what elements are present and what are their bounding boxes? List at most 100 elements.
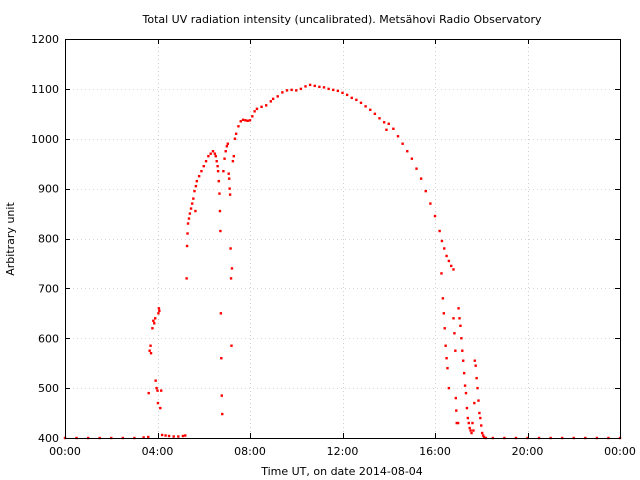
data-point xyxy=(227,177,231,180)
data-point xyxy=(458,317,461,320)
data-point xyxy=(295,89,298,92)
data-point xyxy=(225,145,229,148)
data-point xyxy=(151,327,154,330)
data-point xyxy=(456,421,460,425)
data-point xyxy=(186,232,189,235)
data-point xyxy=(473,401,476,405)
data-point xyxy=(446,366,449,370)
data-point xyxy=(195,179,199,183)
data-point xyxy=(218,192,221,195)
data-point xyxy=(355,98,358,102)
x-tick-label: 00:00 xyxy=(604,445,636,458)
data-point xyxy=(230,267,234,270)
data-point xyxy=(364,105,367,108)
data-point xyxy=(345,93,349,97)
data-point xyxy=(447,386,451,390)
data-point xyxy=(387,122,390,125)
data-point xyxy=(475,376,478,380)
data-point xyxy=(217,179,220,183)
y-tick-label: 500 xyxy=(38,382,59,395)
data-point xyxy=(419,177,423,180)
data-point xyxy=(473,359,476,362)
data-point xyxy=(474,364,477,367)
data-point xyxy=(438,229,441,233)
y-tick-label: 400 xyxy=(38,432,59,445)
x-tick-label: 04:00 xyxy=(142,445,174,458)
data-point xyxy=(260,105,263,109)
data-point xyxy=(181,434,185,438)
data-point xyxy=(477,399,480,402)
data-point xyxy=(424,189,427,193)
data-point xyxy=(369,108,372,112)
data-point xyxy=(454,349,457,352)
data-point xyxy=(213,152,217,155)
data-point xyxy=(167,434,171,438)
data-point xyxy=(148,349,151,352)
data-point xyxy=(172,435,175,438)
data-point xyxy=(227,172,230,175)
data-point xyxy=(153,322,156,325)
data-point xyxy=(237,125,240,128)
data-point xyxy=(189,207,193,210)
data-point xyxy=(449,264,453,268)
x-axis-label: Time UT, on date 2014-08-04 xyxy=(260,465,423,478)
data-point xyxy=(276,95,279,98)
data-point xyxy=(442,312,445,315)
chart-title: Total UV radiation intensity (uncalibrat… xyxy=(142,13,542,26)
data-point xyxy=(228,193,232,196)
x-tick-label: 08:00 xyxy=(234,445,266,458)
data-point xyxy=(481,434,485,437)
data-point xyxy=(463,384,467,387)
data-point xyxy=(219,229,222,233)
data-point xyxy=(455,409,458,412)
data-point xyxy=(185,277,188,280)
data-point xyxy=(445,357,448,360)
data-point xyxy=(142,436,145,439)
data-point xyxy=(187,217,191,220)
data-point xyxy=(216,164,219,168)
data-point xyxy=(271,97,275,101)
data-point xyxy=(392,127,395,130)
data-point xyxy=(336,89,340,93)
data-point xyxy=(410,157,414,160)
data-point xyxy=(466,416,470,420)
data-point xyxy=(382,121,386,124)
data-point xyxy=(160,389,163,392)
data-point xyxy=(222,169,225,173)
data-point xyxy=(229,247,232,250)
data-point xyxy=(202,164,205,168)
data-point xyxy=(204,159,208,163)
data-point xyxy=(460,337,463,340)
data-point xyxy=(327,87,330,91)
data-point xyxy=(478,411,481,415)
data-point xyxy=(233,137,237,140)
data-point xyxy=(457,307,460,310)
data-point xyxy=(464,391,468,395)
data-point xyxy=(465,406,469,410)
data-point xyxy=(232,155,236,158)
data-point xyxy=(304,85,307,88)
x-tick-label: 00:00 xyxy=(49,445,81,458)
data-point xyxy=(184,434,187,437)
data-point xyxy=(467,421,470,425)
data-point xyxy=(253,110,256,113)
data-point xyxy=(223,157,226,160)
data-point xyxy=(149,352,153,355)
data-point xyxy=(197,174,201,178)
data-point xyxy=(290,88,293,92)
data-point xyxy=(248,119,252,122)
y-tick-label: 700 xyxy=(38,282,59,295)
data-point xyxy=(224,150,227,153)
data-point xyxy=(153,317,157,320)
data-point xyxy=(308,83,312,87)
data-point xyxy=(156,401,160,405)
data-point xyxy=(443,327,446,330)
data-point xyxy=(156,389,159,392)
data-point xyxy=(214,155,217,158)
data-point xyxy=(188,212,192,215)
data-point xyxy=(462,359,465,362)
data-point xyxy=(228,187,231,190)
x-tick-label: 12:00 xyxy=(327,445,359,458)
data-point xyxy=(469,429,472,432)
